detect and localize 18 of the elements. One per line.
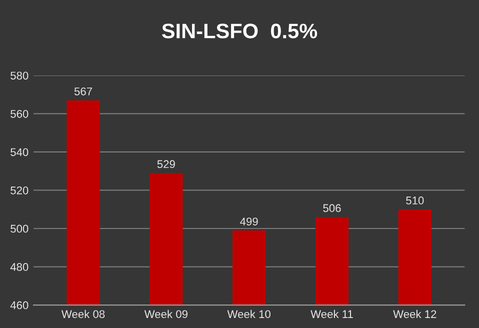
y-tick-label: 480	[10, 263, 28, 271]
x-tick-label: Week 08	[61, 310, 105, 318]
y-tick-label: 500	[10, 224, 28, 233]
x-tick-label: Week 11	[310, 310, 353, 318]
x-tick-label: Week 12	[393, 310, 436, 318]
x-tick-label: Week 09	[144, 310, 188, 318]
data-label: 567	[74, 87, 92, 96]
x-tick-label: Week 10	[227, 310, 270, 318]
y-tick-label: 520	[10, 186, 28, 194]
y-tick-label: 460	[10, 301, 28, 310]
data-label: 506	[323, 204, 341, 212]
data-label: 510	[406, 196, 424, 204]
chart-title: SIN-LSFO 0.5%	[162, 24, 318, 38]
data-label: 499	[240, 218, 258, 226]
y-tick-label: 580	[10, 72, 28, 80]
data-label: 529	[157, 160, 175, 168]
y-tick-label: 560	[10, 110, 28, 118]
y-tick-label: 540	[10, 148, 28, 156]
